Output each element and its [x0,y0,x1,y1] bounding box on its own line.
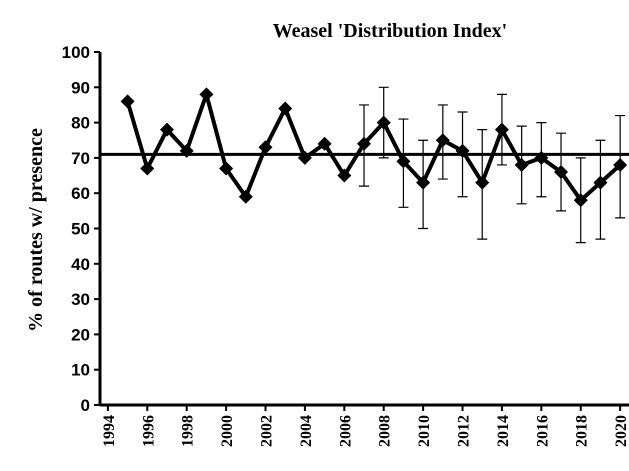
x-tick-label: 2010 [416,415,433,447]
x-tick-label: 2002 [259,415,276,447]
x-tick-label: 2016 [534,415,551,447]
x-tick-label: 1998 [180,415,197,447]
y-tick-label: 100 [62,43,90,62]
y-tick-label: 80 [71,114,90,133]
x-tick-label: 2012 [456,415,473,447]
x-tick-label: 1994 [101,415,118,447]
y-tick-label: 40 [71,255,90,274]
data-point [219,161,234,176]
y-tick-label: 20 [71,325,90,344]
data-point [278,101,293,116]
data-point [238,189,253,204]
y-tick-label: 30 [71,290,90,309]
data-point [199,87,214,102]
data-point [435,133,450,148]
data-point [337,168,352,183]
data-point [475,175,490,190]
x-tick-label: 2008 [377,415,394,447]
chart-title: Weasel 'Distribution Index' [273,20,507,42]
x-tick-label: 2020 [613,415,629,447]
y-tick-label: 90 [71,78,90,97]
y-tick-label: 0 [81,396,90,415]
y-tick-label: 10 [71,361,90,380]
data-point [514,157,529,172]
data-point [317,136,332,151]
data-point [297,150,312,165]
data-point [120,94,135,109]
y-tick-label: 70 [71,149,90,168]
data-point [494,122,509,137]
data-point [159,122,174,137]
data-line [125,92,622,203]
data-point [258,140,273,155]
data-point [140,161,155,176]
error-bar [595,139,606,240]
x-tick-label: 2014 [495,415,512,447]
data-point [613,157,628,172]
data-point [455,143,470,158]
x-tick-label: 2006 [337,415,354,447]
data-point [179,143,194,158]
x-tick-label: 2000 [219,415,236,447]
y-axis-label: % of routes w/ presence [25,128,47,332]
data-point [396,154,411,169]
data-point [534,150,549,165]
data-point [573,193,588,208]
x-tick-label: 2004 [298,415,315,447]
data-point [416,175,431,190]
data-point [593,175,608,190]
y-tick-label: 50 [71,220,90,239]
data-point [376,115,391,130]
x-tick-label: 2018 [574,415,591,447]
y-tick-label: 60 [71,184,90,203]
data-point [554,165,569,180]
data-point [357,136,372,151]
x-tick-label: 1996 [140,415,157,447]
